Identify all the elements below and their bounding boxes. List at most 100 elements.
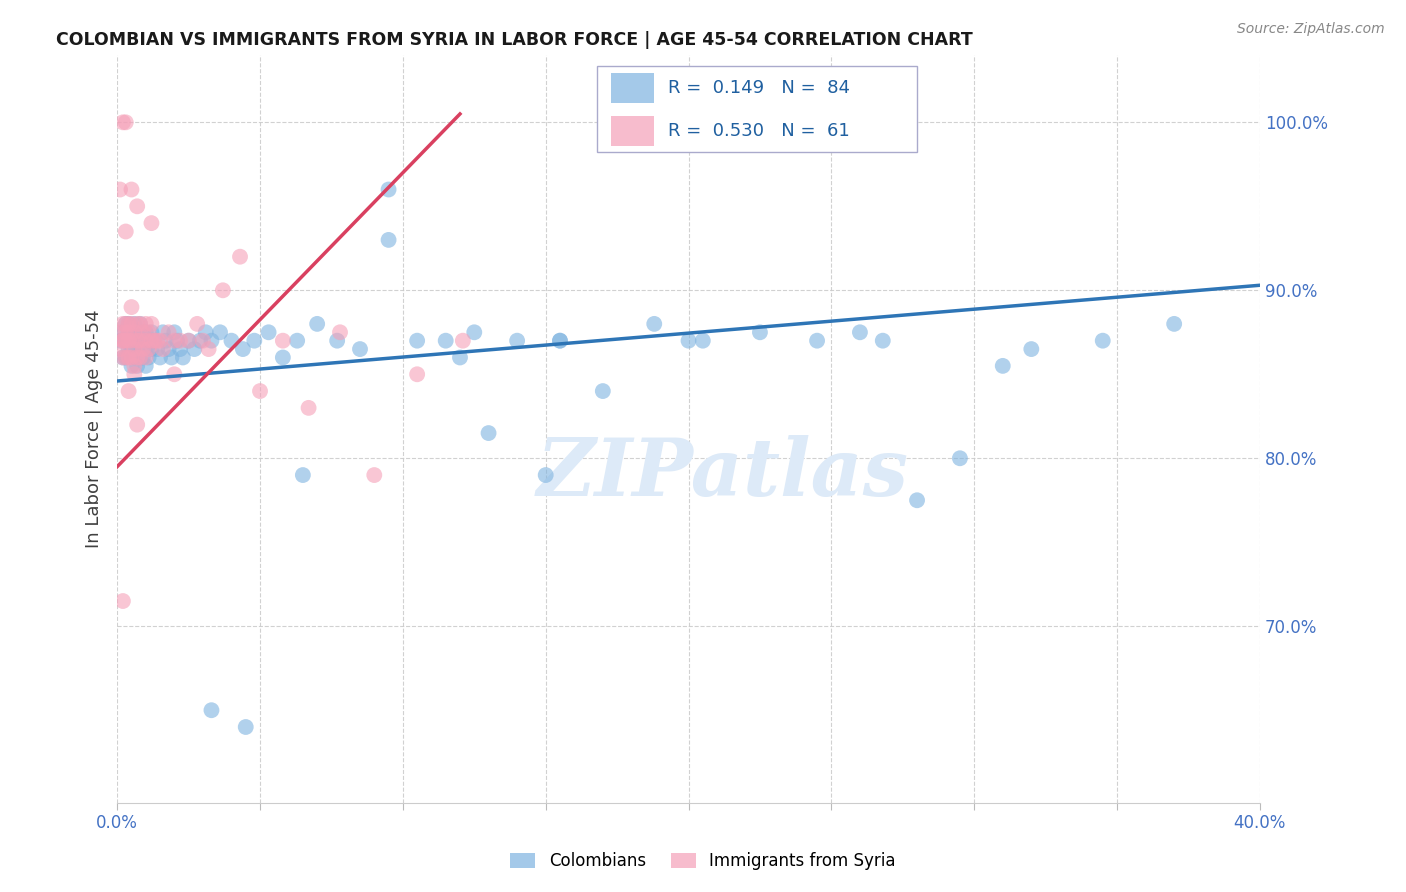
Point xyxy=(121,334,143,348)
Point xyxy=(124,351,146,365)
Point xyxy=(905,493,928,508)
Point xyxy=(114,334,136,348)
Point xyxy=(506,334,529,348)
Point xyxy=(108,182,131,196)
Point xyxy=(257,326,280,340)
Text: R =  0.149   N =  84: R = 0.149 N = 84 xyxy=(668,78,851,97)
Point xyxy=(117,334,139,348)
Point xyxy=(434,334,457,348)
Point xyxy=(155,334,177,348)
Point xyxy=(117,317,139,331)
Point xyxy=(132,326,155,340)
Point xyxy=(235,720,257,734)
Point xyxy=(121,342,143,356)
Point xyxy=(163,368,186,382)
Point xyxy=(749,326,772,340)
Point xyxy=(271,351,294,365)
Point xyxy=(152,342,174,356)
Point xyxy=(212,283,235,297)
Point xyxy=(138,342,160,356)
Point xyxy=(135,351,157,365)
Point xyxy=(121,317,143,331)
Point xyxy=(949,451,972,466)
Point xyxy=(377,233,399,247)
Point xyxy=(135,359,157,373)
Point xyxy=(643,317,665,331)
Point xyxy=(141,317,163,331)
Point xyxy=(117,342,139,356)
Point xyxy=(849,326,872,340)
Point xyxy=(108,342,131,356)
Point xyxy=(111,351,134,365)
Point xyxy=(127,351,149,365)
Point xyxy=(152,326,174,340)
Point xyxy=(114,317,136,331)
Point xyxy=(186,317,208,331)
Point xyxy=(1091,334,1114,348)
Point xyxy=(157,342,180,356)
Point xyxy=(229,250,252,264)
Point xyxy=(108,334,131,348)
Point xyxy=(991,359,1014,373)
Point xyxy=(111,334,134,348)
Text: R =  0.530   N =  61: R = 0.530 N = 61 xyxy=(668,122,849,140)
Point xyxy=(138,326,160,340)
Point xyxy=(163,334,186,348)
Point xyxy=(141,342,163,356)
Text: Source: ZipAtlas.com: Source: ZipAtlas.com xyxy=(1237,22,1385,37)
Point xyxy=(135,342,157,356)
Point xyxy=(1163,317,1185,331)
Point xyxy=(111,334,134,348)
Point xyxy=(146,334,169,348)
Point xyxy=(291,468,314,483)
Point xyxy=(463,326,485,340)
Point xyxy=(135,326,157,340)
Point xyxy=(194,326,217,340)
Point xyxy=(188,334,211,348)
Point xyxy=(160,351,183,365)
Point xyxy=(117,317,139,331)
Point xyxy=(127,317,149,331)
Point xyxy=(200,703,222,717)
Point xyxy=(121,351,143,365)
Point xyxy=(143,334,166,348)
Point xyxy=(149,351,172,365)
Point xyxy=(132,351,155,365)
Point xyxy=(129,334,152,348)
Point xyxy=(221,334,243,348)
Y-axis label: In Labor Force | Age 45-54: In Labor Force | Age 45-54 xyxy=(86,310,103,549)
Point xyxy=(127,342,149,356)
Point xyxy=(243,334,266,348)
Point xyxy=(249,384,271,398)
Point xyxy=(127,326,149,340)
Point xyxy=(177,334,200,348)
Point xyxy=(124,334,146,348)
Point xyxy=(124,317,146,331)
Point xyxy=(449,351,471,365)
Point xyxy=(114,351,136,365)
Text: COLOMBIAN VS IMMIGRANTS FROM SYRIA IN LABOR FORCE | AGE 45-54 CORRELATION CHART: COLOMBIAN VS IMMIGRANTS FROM SYRIA IN LA… xyxy=(56,31,973,49)
Point xyxy=(363,468,385,483)
Point xyxy=(534,468,557,483)
Point xyxy=(806,334,828,348)
Point xyxy=(129,317,152,331)
Point xyxy=(124,342,146,356)
Point xyxy=(307,317,329,331)
Point xyxy=(132,342,155,356)
Point xyxy=(129,317,152,331)
Point xyxy=(377,182,399,196)
Point xyxy=(297,401,319,415)
FancyBboxPatch shape xyxy=(598,66,917,153)
Point xyxy=(177,334,200,348)
Point xyxy=(406,334,429,348)
Point xyxy=(114,317,136,331)
Point xyxy=(349,342,371,356)
Point xyxy=(138,334,160,348)
Point xyxy=(121,326,143,340)
Point xyxy=(191,334,214,348)
Point xyxy=(114,115,136,129)
Point xyxy=(157,326,180,340)
Point xyxy=(329,326,352,340)
Point xyxy=(124,359,146,373)
Point xyxy=(141,334,163,348)
